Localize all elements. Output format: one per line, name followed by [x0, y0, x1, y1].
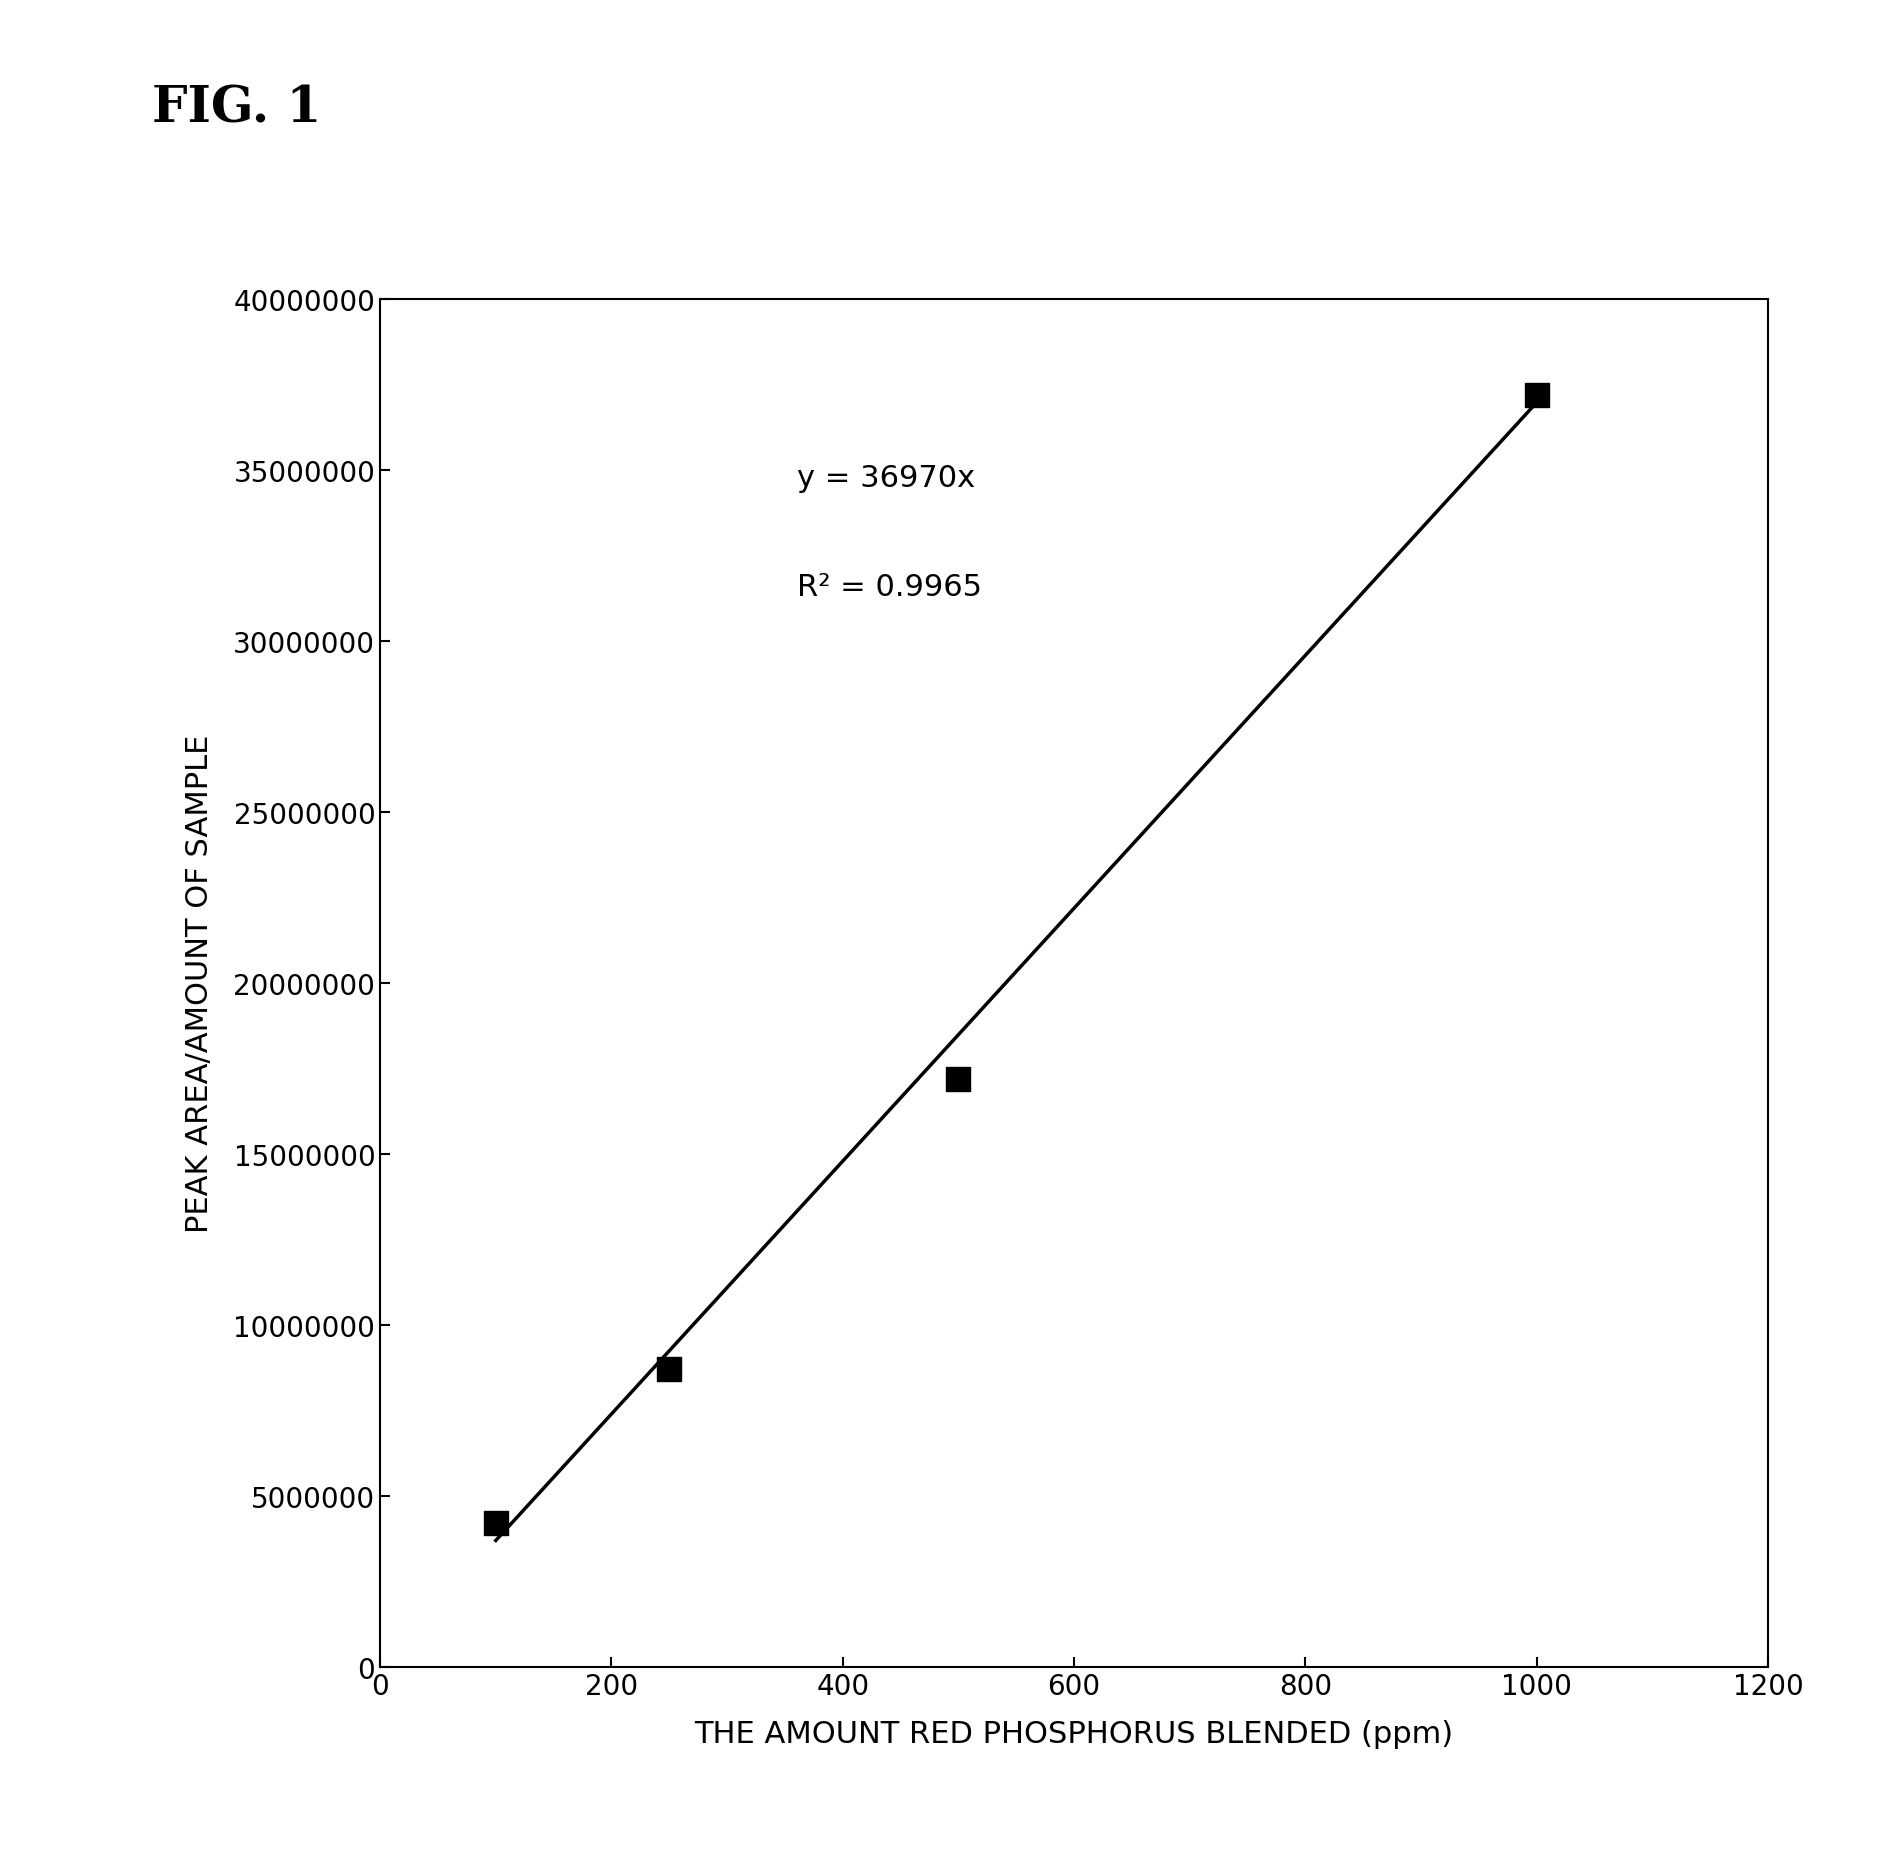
Text: y = 36970x: y = 36970x — [797, 465, 975, 493]
Point — [481, 1508, 511, 1538]
Point — [1521, 380, 1551, 410]
Point — [943, 1064, 973, 1094]
Text: FIG. 1: FIG. 1 — [152, 84, 321, 133]
Y-axis label: PEAK AREA/AMOUNT OF SAMPLE: PEAK AREA/AMOUNT OF SAMPLE — [184, 734, 215, 1232]
Point — [654, 1354, 684, 1384]
Text: R² = 0.9965: R² = 0.9965 — [797, 573, 981, 601]
X-axis label: THE AMOUNT RED PHOSPHORUS BLENDED (ppm): THE AMOUNT RED PHOSPHORUS BLENDED (ppm) — [694, 1719, 1454, 1748]
